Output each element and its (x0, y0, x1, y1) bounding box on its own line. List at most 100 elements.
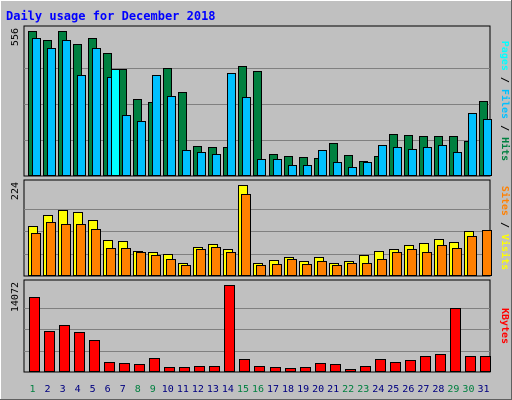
bar-files (348, 167, 357, 176)
bar-files (468, 113, 477, 176)
bar-files (333, 162, 342, 176)
bar-sites (211, 247, 221, 276)
bar-kbytes (254, 366, 265, 372)
bar-sites (106, 248, 116, 276)
bar-sites (196, 249, 206, 276)
bar-files (212, 154, 221, 176)
bar-sites (256, 265, 266, 276)
side-legend-part: / (499, 216, 510, 234)
bar-sites (302, 264, 312, 276)
bar-files (438, 145, 447, 176)
bar-sites (362, 263, 372, 276)
x-tick-label: 13 (207, 384, 219, 395)
x-tick-label: 31 (477, 384, 489, 395)
x-tick-label: 6 (105, 384, 111, 395)
side-legend-part: KBytes (499, 308, 510, 344)
y-max-label: 556 (10, 28, 21, 46)
bar-kbytes (315, 363, 326, 372)
bar-files (182, 150, 191, 176)
bar-sites (392, 252, 402, 276)
bar-files (167, 96, 176, 176)
bar-kbytes (89, 340, 100, 372)
bar-files (363, 162, 372, 176)
bar-files (408, 149, 417, 176)
bar-kbytes (179, 367, 190, 372)
y-max-label: 14072 (10, 282, 21, 312)
chart-panels: 556 Pages / Files / Hits 224 Sites / Visits… (10, 25, 511, 373)
x-tick-label: 12 (192, 384, 204, 395)
bar-kbytes (239, 359, 250, 372)
bar-files (318, 150, 327, 176)
x-tick-label: 11 (177, 384, 189, 395)
bar-files (453, 152, 462, 176)
bar-files (77, 75, 86, 176)
bar-kbytes (74, 332, 85, 372)
bar-kbytes (360, 366, 371, 372)
bar-kbytes (450, 308, 461, 372)
bar-kbytes (149, 358, 160, 372)
y-max-label: 224 (10, 182, 21, 200)
side-legend-part: / (499, 119, 510, 137)
chart-title: Daily usage for December 2018 (6, 9, 216, 23)
x-tick-label: 27 (417, 384, 429, 395)
bar-kbytes (375, 359, 386, 372)
x-tick-label: 17 (267, 384, 279, 395)
bar-sites (272, 264, 282, 276)
x-tick-label: 23 (357, 384, 369, 395)
bar-files (303, 165, 312, 176)
bar-kbytes (345, 369, 356, 372)
bar-kbytes (134, 364, 145, 372)
bar-sites (226, 252, 236, 276)
x-tick-label: 10 (162, 384, 174, 395)
x-tick-label: 18 (282, 384, 294, 395)
bar-kbytes (465, 356, 476, 372)
side-legend-part: Visits (499, 234, 511, 270)
x-tick-label: 25 (387, 384, 399, 395)
bar-sites (422, 252, 432, 276)
bar-sites (91, 229, 101, 276)
x-tick-label: 5 (90, 384, 96, 395)
bar-files (137, 121, 146, 176)
bar-sites (467, 236, 477, 276)
bar-kbytes (224, 285, 235, 372)
bar-sites (151, 255, 161, 276)
bar-sites (31, 233, 41, 276)
bar-sites (377, 259, 387, 276)
bar-files (227, 73, 236, 176)
bar-pages (111, 69, 120, 176)
side-legend-part: Pages (499, 41, 510, 71)
x-tick-label: 1 (30, 384, 36, 395)
bar-files (423, 147, 432, 176)
bar-files (273, 159, 282, 176)
bar-files (32, 38, 41, 176)
x-tick-label: 8 (135, 384, 141, 395)
x-tick-label: 3 (60, 384, 66, 395)
bar-kbytes (435, 354, 446, 372)
x-tick-label: 15 (237, 384, 249, 395)
x-axis-labels: 1 2 3 4 5 6 7 8 9 10 11 12 13 14 15 16 17 18 19 20 21 22 23 24 2… (30, 384, 490, 395)
bar-sites (76, 224, 86, 276)
bar-kbytes (104, 362, 115, 372)
bar-files (378, 145, 387, 176)
x-tick-label: 14 (222, 384, 234, 395)
bar-sites (407, 249, 417, 276)
x-tick-label: 9 (150, 384, 156, 395)
bar-files (483, 119, 492, 176)
bar-sites (61, 224, 71, 276)
bar-kbytes (119, 363, 130, 372)
bar-kbytes (29, 297, 40, 372)
bar-sites (287, 259, 297, 276)
bar-sites (437, 245, 447, 276)
bar-files (197, 152, 206, 176)
bar-kbytes (420, 356, 431, 372)
x-tick-label: 21 (327, 384, 339, 395)
x-tick-label: 26 (402, 384, 414, 395)
x-tick-label: 30 (462, 384, 474, 395)
bar-kbytes (390, 362, 401, 372)
bar-files (152, 75, 161, 176)
bar-files (47, 48, 56, 176)
side-legend: Pages / Files / Hits (499, 41, 511, 161)
side-legend-part: Sites (499, 186, 511, 216)
bar-files (62, 40, 71, 176)
